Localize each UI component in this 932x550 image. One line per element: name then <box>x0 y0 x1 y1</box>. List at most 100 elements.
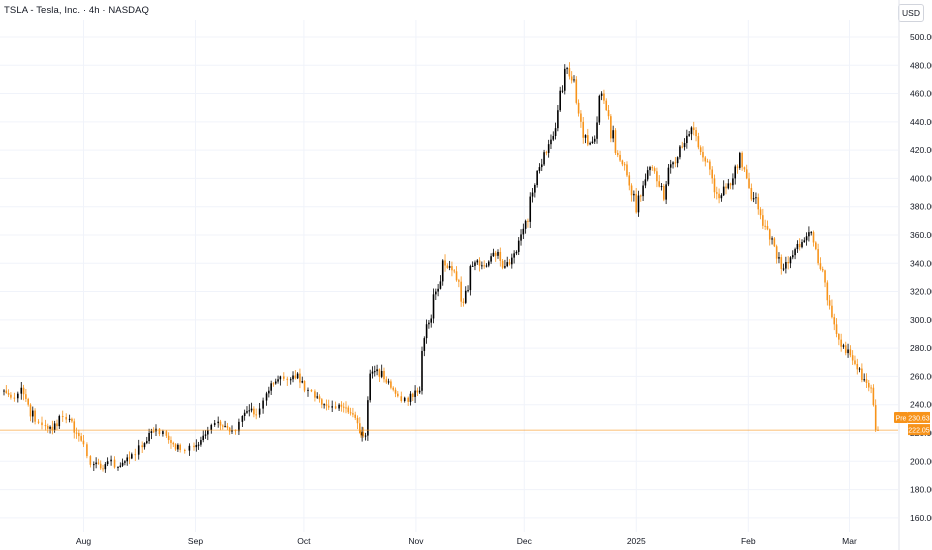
candle-body <box>815 242 817 250</box>
pre-market-tag <box>894 411 908 423</box>
candle-body <box>179 444 181 450</box>
candle-body <box>294 375 297 379</box>
candle-body <box>688 134 690 136</box>
candle-body <box>577 102 580 114</box>
candle-body <box>134 454 137 456</box>
candle-body <box>121 462 124 466</box>
candle-body <box>234 430 237 432</box>
candle-body <box>20 387 23 394</box>
candle-body <box>492 252 495 257</box>
candle-body <box>715 192 718 194</box>
candle-body <box>865 379 868 383</box>
candle-body <box>44 425 47 427</box>
candle-body <box>296 373 299 379</box>
candle-body <box>511 257 513 265</box>
y-tick-label: 200.00 <box>910 456 932 466</box>
candle-body <box>534 185 536 193</box>
candle-body <box>444 260 446 266</box>
candle-body <box>817 249 819 264</box>
y-tick-label: 300.00 <box>910 315 932 325</box>
candle-body <box>487 261 490 266</box>
last-price-label: 222.05 <box>908 428 930 435</box>
candle-body <box>669 164 672 168</box>
candle-body <box>610 116 612 139</box>
candle-body <box>789 257 792 264</box>
candle-body <box>219 421 222 426</box>
candle-body <box>660 186 663 188</box>
y-tick-label: 440.00 <box>910 117 932 127</box>
candle-body <box>61 416 64 418</box>
x-tick-label: Nov <box>408 536 424 546</box>
candle-body <box>805 236 808 241</box>
candle-body <box>334 406 337 409</box>
candle-body <box>674 162 677 164</box>
candle-body <box>603 93 605 101</box>
pre-market-price: 230.63 <box>908 415 930 422</box>
candle-body <box>646 170 649 180</box>
candle-body <box>238 421 240 432</box>
candle-body <box>204 434 207 436</box>
candle-body <box>253 408 255 415</box>
candle-body <box>460 281 462 302</box>
candle-body <box>430 318 433 323</box>
candle-body <box>283 376 285 379</box>
candle-body <box>141 445 143 448</box>
candle-body <box>826 282 829 301</box>
candle-body <box>803 240 806 243</box>
candle-body <box>584 135 587 138</box>
candle-body <box>150 431 153 433</box>
candle-body <box>644 179 647 186</box>
x-tick-label: Dec <box>517 536 533 546</box>
candle-body <box>485 265 488 267</box>
candle-body <box>250 408 253 411</box>
candle-body <box>321 399 323 405</box>
candle-body <box>299 373 301 383</box>
y-tick-label: 260.00 <box>910 371 932 381</box>
candle-body <box>246 411 248 413</box>
candle-body <box>75 432 78 434</box>
candle-body <box>787 262 789 264</box>
candle-body <box>248 410 251 412</box>
y-tick-label: 240.00 <box>910 400 932 410</box>
candle-body <box>704 157 707 162</box>
candle-body <box>177 444 179 450</box>
pre-market-label: Pre <box>896 415 907 422</box>
candle-body <box>810 232 813 234</box>
y-tick-label: 480.00 <box>910 60 932 70</box>
candle-body <box>394 389 397 394</box>
candle-body <box>243 412 246 417</box>
candle-body <box>775 246 778 259</box>
candle-body <box>29 404 32 417</box>
candle-body <box>385 379 388 383</box>
candle-body <box>148 432 150 442</box>
candle-body <box>323 404 325 406</box>
candle-body <box>231 430 233 432</box>
candle-body <box>128 457 131 459</box>
candle-body <box>828 300 831 306</box>
candle-body <box>369 373 371 401</box>
candle-body <box>870 387 872 389</box>
candle-body <box>423 338 426 351</box>
candle-body <box>568 68 571 77</box>
candle-body <box>117 466 119 468</box>
candle-body <box>448 266 451 268</box>
candle-body <box>376 369 378 372</box>
candle-body <box>383 370 385 380</box>
candle-body <box>367 400 369 436</box>
candle-body <box>838 333 840 340</box>
candle-body <box>49 426 51 429</box>
candle-body <box>262 400 264 409</box>
candle-body <box>720 195 723 199</box>
candle-body <box>587 135 589 145</box>
x-tick-label: Mar <box>842 536 857 546</box>
candle-body <box>748 178 750 188</box>
candle-body <box>131 454 133 459</box>
last-price-tag <box>908 424 930 436</box>
candle-body <box>428 322 430 325</box>
candle-body <box>745 169 748 179</box>
candle-body <box>314 391 316 398</box>
candle-body <box>593 138 596 142</box>
candle-body <box>95 462 97 465</box>
candle-body <box>697 136 700 148</box>
candle-body <box>598 95 601 123</box>
